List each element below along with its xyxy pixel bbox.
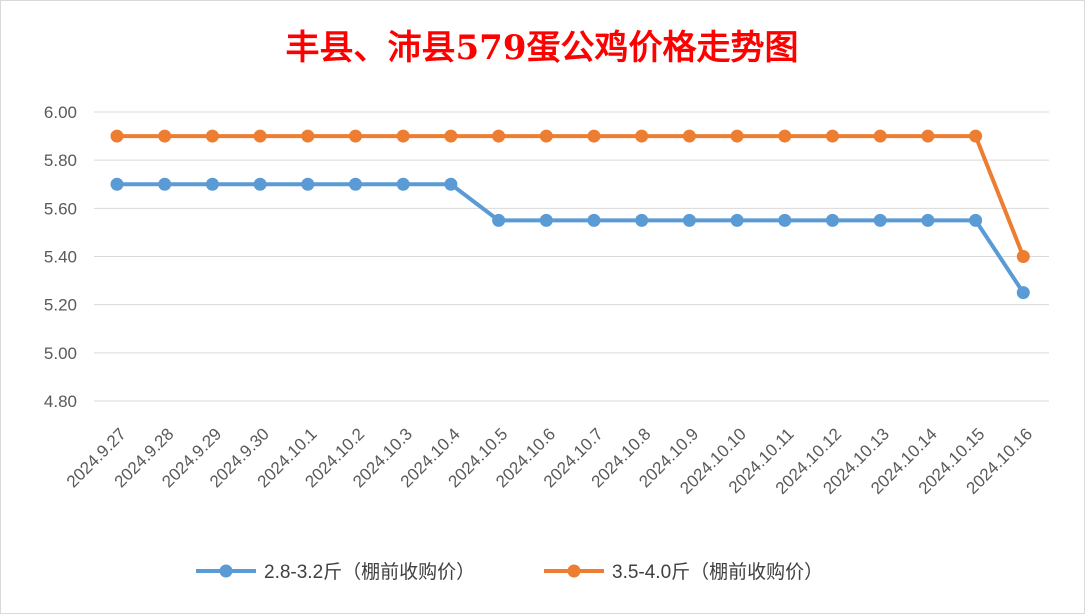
chart-title: 丰县、沛县579蛋公鸡价格走势图: [286, 28, 799, 68]
y-tick-label: 5.40: [44, 248, 77, 267]
y-tick-label: 5.80: [44, 151, 77, 170]
data-point: [349, 177, 362, 191]
y-tick-label: 5.60: [44, 199, 77, 218]
legend-swatch-marker: [567, 564, 581, 578]
series-layer: [110, 129, 1030, 300]
data-point: [826, 213, 839, 227]
data-point: [587, 129, 601, 143]
series-2: [110, 129, 1030, 263]
series-line: [115, 134, 1026, 259]
data-point: [492, 213, 506, 227]
data-point: [778, 213, 792, 227]
data-point: [539, 213, 553, 227]
data-point: [301, 177, 315, 191]
data-point: [1016, 250, 1030, 263]
data-point: [682, 213, 696, 227]
data-point: [253, 177, 267, 191]
series-line: [115, 182, 1026, 295]
data-point: [921, 129, 935, 143]
y-tick-label: 5.00: [44, 344, 77, 363]
legend-swatch-marker: [219, 564, 233, 578]
data-point: [921, 213, 935, 227]
legend-item-1: 2.8-3.2斤（棚前收购价）: [196, 561, 475, 583]
data-point: [969, 129, 983, 143]
data-point: [110, 177, 124, 191]
series-1: [110, 177, 1030, 300]
data-point: [253, 129, 267, 143]
data-point: [396, 129, 410, 143]
data-point: [635, 213, 649, 227]
x-axis-ticks: 2024.9.272024.9.282024.9.292024.9.302024…: [63, 424, 1036, 498]
data-point: [730, 213, 744, 227]
data-point: [158, 129, 172, 143]
gridlines: [94, 111, 1049, 402]
data-point: [396, 177, 410, 191]
legend-item-2: 3.5-4.0斤（棚前收购价）: [544, 561, 823, 583]
data-point: [778, 129, 792, 143]
legend: 2.8-3.2斤（棚前收购价） 3.5-4.0斤（棚前收购价）: [196, 561, 823, 583]
legend-label: 3.5-4.0斤（棚前收购价）: [612, 561, 823, 583]
y-tick-label: 5.20: [44, 296, 77, 315]
y-tick-label: 6.00: [44, 103, 77, 122]
data-point: [110, 129, 124, 143]
y-tick-label: 4.80: [44, 392, 77, 411]
data-point: [1016, 286, 1030, 300]
legend-label: 2.8-3.2斤（棚前收购价）: [264, 561, 475, 583]
data-point: [587, 213, 601, 227]
data-point: [873, 129, 887, 143]
data-point: [635, 129, 649, 143]
data-point: [301, 129, 315, 143]
data-point: [205, 129, 219, 143]
data-point: [682, 129, 696, 143]
data-point: [158, 177, 172, 191]
data-point: [444, 129, 458, 143]
data-point: [969, 213, 983, 227]
data-point: [826, 129, 839, 143]
data-point: [492, 129, 506, 143]
data-point: [539, 129, 553, 143]
y-axis-ticks: 6.00 5.80 5.60 5.40 5.20 5.00 4.80: [44, 103, 77, 411]
data-point: [444, 177, 458, 191]
data-point: [205, 177, 219, 191]
data-point: [349, 129, 362, 143]
data-point: [873, 213, 887, 227]
data-point: [730, 129, 744, 143]
